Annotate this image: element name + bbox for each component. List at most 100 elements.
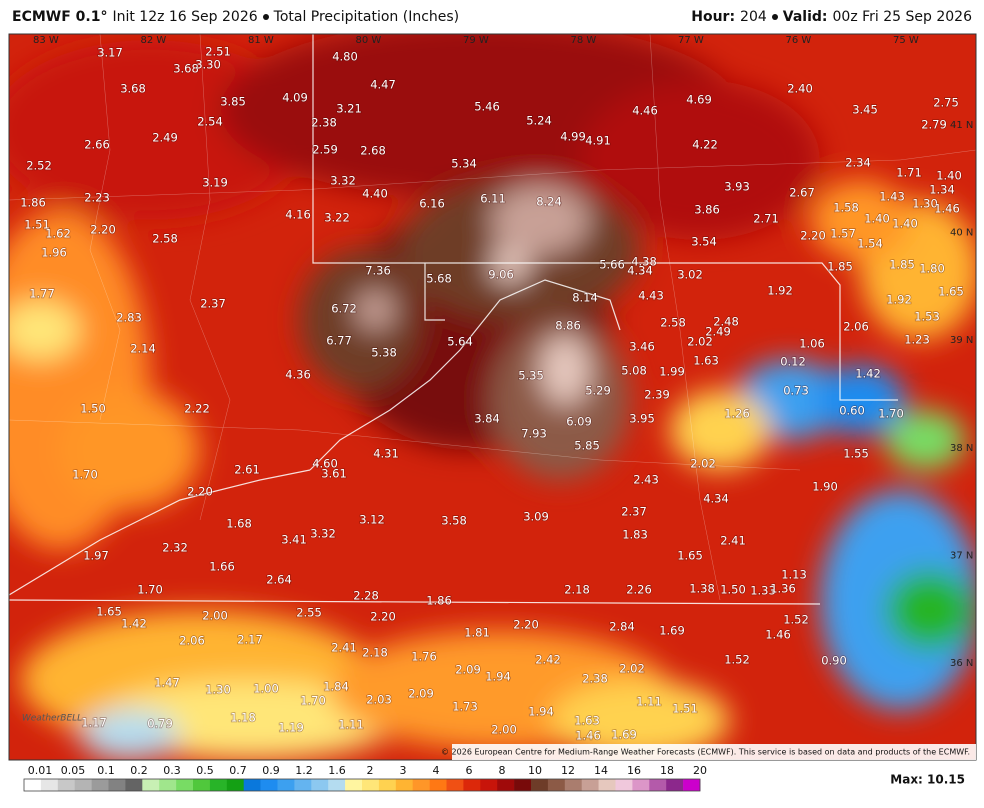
scale-label: 18: [660, 764, 674, 777]
precip-value: 1.13: [781, 568, 807, 582]
precip-value: 2.20: [800, 229, 826, 243]
precip-value: 1.11: [338, 718, 364, 732]
precip-value: 4.38: [631, 255, 657, 269]
precip-value: 3.86: [694, 203, 720, 217]
scale-swatch: [345, 779, 363, 791]
value-labels: 4.804.473.17 2.513.683.303.683.85 4.093.21…: [19, 44, 964, 744]
longitude-label: 80 W: [356, 35, 382, 46]
precip-value: 1.53: [914, 310, 940, 324]
scale-swatch: [463, 779, 481, 791]
scale-swatch: [378, 779, 397, 791]
precip-value: 1.06: [799, 337, 825, 351]
longitude-label: 81 W: [248, 35, 274, 46]
precip-value: 6.11: [480, 192, 506, 206]
scale-label: 16: [627, 764, 641, 777]
precip-value: 1.18: [230, 711, 256, 725]
precip-value: 4.47: [370, 78, 396, 92]
precip-value: 1.99: [659, 365, 685, 379]
precip-value: 1.38: [689, 582, 715, 596]
scale-swatch: [581, 779, 599, 791]
precip-value: 1.54: [857, 237, 883, 251]
precip-value: 1.86: [426, 594, 452, 608]
scale-swatch: [159, 779, 177, 791]
precip-value: 2.42: [535, 653, 561, 667]
precip-value: 1.47: [154, 676, 180, 690]
scale-swatch: [243, 779, 261, 791]
scale-swatch: [328, 779, 346, 791]
scale-swatch: [598, 779, 616, 791]
scale-label: 0.3: [163, 764, 181, 777]
scale-label: 0.1: [97, 764, 115, 777]
precip-value: 1.76: [411, 650, 437, 664]
precip-value: 5.38: [371, 346, 397, 360]
longitude-label: 77 W: [678, 35, 704, 46]
logo: WeatherBELL: [22, 714, 82, 724]
scale-label: 6: [466, 764, 473, 777]
precip-value: 1.46: [575, 729, 601, 743]
max-value: Max: 10.15: [890, 773, 965, 787]
precip-value: 1.55: [843, 447, 869, 461]
scale-swatch: [649, 779, 667, 791]
precip-value: 0.73: [783, 384, 809, 398]
precip-value: 3.41: [281, 533, 307, 547]
precip-value: 1.97: [83, 549, 109, 563]
copyright: © 2026 European Centre for Medium-Range …: [441, 748, 970, 757]
precip-value: 1.70: [300, 694, 326, 708]
precip-value: 2.38: [311, 116, 337, 130]
precip-value: 2.32: [162, 541, 188, 555]
scale-label: 2: [367, 764, 374, 777]
precip-value: 7.36: [365, 264, 391, 278]
scale-swatch: [57, 779, 75, 791]
scale-swatch: [514, 779, 532, 791]
precip-value: 5.64: [447, 335, 473, 349]
precip-value: 4.09: [282, 91, 308, 105]
precip-value: 1.33: [750, 584, 776, 598]
precip-value: 1.85: [827, 260, 853, 274]
precip-value: 0.60: [839, 404, 865, 418]
precip-value: 5.24: [526, 114, 552, 128]
precip-value: 1.42: [855, 367, 881, 381]
precip-value: 1.94: [485, 670, 511, 684]
precip-value: 2.06: [843, 320, 869, 334]
precip-value: 1.71: [896, 166, 922, 180]
scale-label: 4: [433, 764, 440, 777]
precip-value: 2.67: [789, 186, 815, 200]
precip-value: 1.85: [889, 258, 915, 272]
precip-value: 1.57: [830, 227, 856, 241]
precip-value: 2.02: [619, 662, 645, 676]
precip-value: 2.71: [753, 212, 779, 226]
precip-value: 4.40: [362, 187, 388, 201]
precip-value: 7.93: [521, 427, 547, 441]
precip-value: 1.50: [720, 583, 746, 597]
precip-value: 4.91: [585, 134, 611, 148]
scale-label: 0.9: [262, 764, 280, 777]
precip-value: 1.69: [611, 728, 637, 742]
scale-swatch: [362, 779, 380, 791]
precip-value: 1.17: [81, 716, 107, 730]
precip-value: 2.49: [705, 325, 731, 339]
latitude-label: 38 N: [950, 443, 973, 454]
scale-swatch: [395, 779, 413, 791]
precip-value: 3.46: [629, 340, 655, 354]
precip-value: 2.20: [90, 223, 116, 237]
scale-swatch: [480, 779, 498, 791]
precip-value: 6.77: [326, 334, 352, 348]
scale-swatch: [277, 779, 295, 791]
scale-swatch: [209, 779, 228, 791]
precip-value: 2.20: [513, 618, 539, 632]
scale-swatch: [429, 779, 447, 791]
precip-value: 2.26: [626, 583, 652, 597]
precip-value: 1.40: [892, 217, 918, 231]
latitude-label: 41 N: [950, 120, 973, 131]
precip-value: 1.83: [622, 528, 648, 542]
hour-label: Hour:: [691, 9, 736, 25]
precip-value: 2.17: [237, 633, 263, 647]
precip-value: 1.42: [121, 617, 147, 631]
scale-swatch: [74, 779, 92, 791]
precip-value: 2.41: [720, 534, 746, 548]
scale-label: 0.2: [130, 764, 148, 777]
precip-value: 1.43: [879, 190, 905, 204]
precip-value: 1.50: [80, 402, 106, 416]
